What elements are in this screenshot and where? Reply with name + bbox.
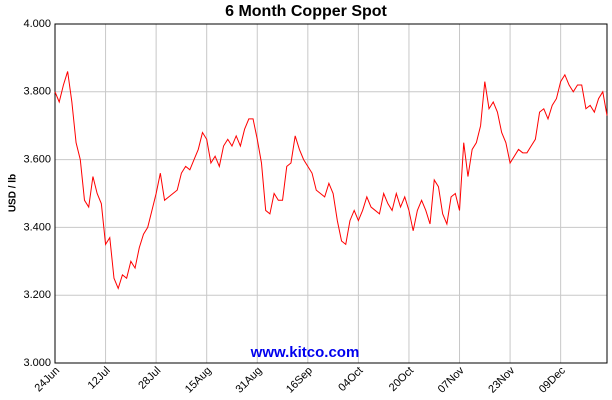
plot-border — [54, 23, 608, 364]
y-axis-label: USD / lb — [8, 174, 19, 212]
watermark: www.kitco.com — [250, 344, 360, 361]
y-tick-label: 3.600 — [23, 154, 51, 166]
y-tick-label: 3.800 — [23, 86, 51, 98]
chart-title: 6 Month Copper Spot — [225, 3, 387, 20]
y-tick-label: 3.400 — [23, 221, 51, 233]
y-tick-label: 4.000 — [23, 18, 51, 30]
y-tick-label: 3.200 — [23, 289, 51, 301]
y-tick-label: 3.000 — [23, 357, 51, 369]
line — [54, 71, 608, 290]
